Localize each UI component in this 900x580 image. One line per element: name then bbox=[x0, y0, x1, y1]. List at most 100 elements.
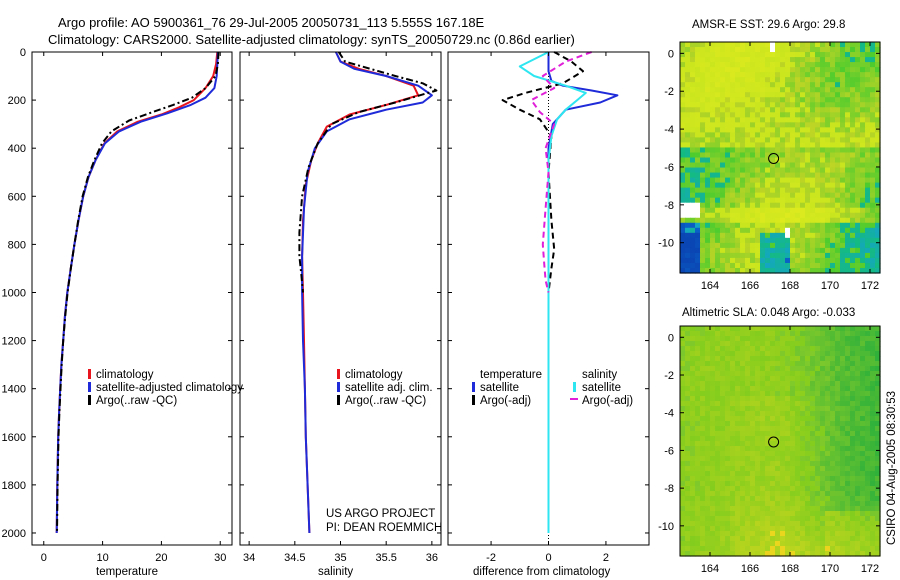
series-line-salinity-satellite bbox=[518, 51, 587, 533]
legend-label-satellite-adjusted: satellite-adjusted climatology bbox=[96, 382, 243, 394]
x-tick-label: 20 bbox=[155, 552, 167, 564]
map-y-tick-label: -2 bbox=[664, 86, 674, 98]
series-line-temperature-satellite bbox=[547, 52, 619, 533]
legend-swatch-sal-satellite-diff bbox=[573, 382, 576, 392]
salinity-legend: climatology satellite adj. clim. Argo(..… bbox=[337, 369, 433, 407]
temperature-axes bbox=[31, 51, 233, 546]
legend-swatch-sal-satellite bbox=[337, 382, 340, 392]
series-line-argo-raw-qc- bbox=[298, 51, 438, 293]
sla-argo-marker bbox=[768, 436, 780, 448]
legend-swatch-argo bbox=[88, 395, 91, 405]
legend-label-sal-satellite-diff: satellite bbox=[582, 382, 621, 394]
x-tick-label: 0 bbox=[545, 552, 551, 564]
legend-header-salinity: salinity bbox=[582, 369, 617, 381]
map-y-tick-label: -4 bbox=[664, 408, 674, 420]
legend-label-argo: Argo(..raw -QC) bbox=[96, 395, 177, 407]
difference-xlabel: difference from climatology bbox=[473, 566, 610, 578]
annotation-project: US ARGO PROJECT bbox=[326, 508, 435, 520]
depth-tick-label: 1400 bbox=[2, 384, 26, 396]
legend-swatch-sal-climatology bbox=[337, 369, 340, 379]
map-x-tick-label: 164 bbox=[701, 280, 719, 292]
series-line-temperature-argo-adj- bbox=[501, 51, 584, 305]
temperature-legend: climatology satellite-adjusted climatolo… bbox=[88, 369, 243, 407]
legend-swatch-climatology bbox=[88, 369, 91, 379]
x-tick-label: 0 bbox=[41, 552, 47, 564]
map-x-tick-label: 164 bbox=[701, 563, 719, 575]
sst-argo-marker bbox=[768, 153, 780, 164]
temperature-xlabel: temperature bbox=[96, 566, 158, 578]
depth-tick-label: 1000 bbox=[2, 287, 26, 299]
x-tick-label: 34 bbox=[243, 552, 255, 564]
sst-map-panel: AMSR-E SST: 29.6 Argo: 29.8 164 166 168 170… bbox=[658, 19, 881, 292]
temperature-ticks: 0 10 20 30 bbox=[32, 51, 232, 564]
depth-tick-label: 2000 bbox=[2, 528, 26, 540]
map-y-tick-label: -8 bbox=[664, 200, 674, 212]
series-line-salinity-argo-adj- bbox=[530, 51, 592, 293]
sst-map-image bbox=[680, 42, 881, 274]
x-tick-label: 30 bbox=[214, 552, 226, 564]
depth-tick-label: 400 bbox=[8, 143, 26, 155]
legend-swatch-sal-argo bbox=[337, 395, 340, 405]
temperature-lines bbox=[55, 51, 220, 534]
depth-tick-label: 1200 bbox=[2, 336, 26, 348]
x-tick-label: 35.5 bbox=[375, 552, 396, 564]
title-line-1: Argo profile: AO 5900361_76 29-Jul-2005 … bbox=[58, 15, 485, 30]
salinity-panel: 34 34.5 35 35.5 36 salinity climatology sate… bbox=[239, 51, 442, 578]
map-y-tick-label: 0 bbox=[668, 48, 674, 60]
sst-map-axes bbox=[679, 41, 881, 274]
x-tick-label: -2 bbox=[486, 552, 496, 564]
sla-map-ticks: 164 166 168 170 172 0 -2 -4 -6 -8 -10 bbox=[658, 326, 880, 575]
difference-panel: -2 0 2 difference from climatology tempera… bbox=[447, 51, 650, 578]
x-tick-label: 10 bbox=[96, 552, 108, 564]
x-tick-label: 35 bbox=[334, 552, 346, 564]
title-line-2: Climatology: CARS2000. Satellite-adjuste… bbox=[48, 32, 575, 47]
series-line-satellite-adj-clim- bbox=[301, 51, 433, 534]
legend-swatch-temp-argo bbox=[472, 395, 475, 405]
map-x-tick-label: 168 bbox=[781, 563, 799, 575]
map-y-tick-label: -6 bbox=[664, 445, 674, 457]
difference-ticks: -2 0 2 bbox=[448, 51, 649, 564]
sla-map-image bbox=[680, 326, 881, 557]
legend-header-temperature: temperature bbox=[480, 369, 542, 381]
legend-label-sal-climatology: climatology bbox=[345, 369, 403, 381]
legend-label-temp-satellite: satellite bbox=[480, 382, 519, 394]
depth-tick-label: 800 bbox=[8, 239, 26, 251]
sla-map-axes bbox=[679, 325, 881, 557]
depth-tick-label: 1600 bbox=[2, 432, 26, 444]
depth-tick-label: 200 bbox=[8, 95, 26, 107]
sst-map-ticks: 164 166 168 170 172 0 -2 -4 -6 -8 -10 bbox=[658, 42, 880, 292]
legend-label-climatology: climatology bbox=[96, 369, 154, 381]
map-x-tick-label: 172 bbox=[861, 563, 879, 575]
difference-legend: temperature salinity satellite Argo(-adj… bbox=[472, 369, 633, 407]
map-x-tick-label: 166 bbox=[741, 280, 759, 292]
salinity-axes bbox=[239, 51, 442, 546]
map-y-tick-label: -4 bbox=[664, 124, 674, 136]
legend-swatch-satellite-adjusted bbox=[88, 382, 91, 392]
map-y-tick-label: -2 bbox=[664, 370, 674, 382]
x-tick-label: 2 bbox=[603, 552, 609, 564]
difference-axes bbox=[447, 51, 650, 546]
depth-tick-labels: 0 200 400 600 800 1000 1200 1400 1600 1800 2000 bbox=[2, 47, 26, 540]
series-line-argo-raw-qc- bbox=[56, 51, 220, 534]
legend-swatch-temp-satellite bbox=[472, 382, 475, 392]
temperature-panel: 0 10 20 30 temperature climatology satellit… bbox=[31, 51, 243, 578]
sla-map-panel: Altimetric SLA: 0.048 Argo: -0.033 164 16… bbox=[658, 307, 881, 575]
legend-label-sal-argo-diff: Argo(-adj) bbox=[582, 395, 633, 407]
map-y-tick-label: -10 bbox=[658, 521, 674, 533]
map-y-tick-label: -8 bbox=[664, 483, 674, 495]
difference-lines bbox=[501, 51, 619, 533]
sla-map-title: Altimetric SLA: 0.048 Argo: -0.033 bbox=[682, 307, 855, 319]
legend-label-temp-argo: Argo(-adj) bbox=[480, 395, 531, 407]
salinity-lines bbox=[298, 51, 438, 534]
salinity-ticks: 34 34.5 35 35.5 36 bbox=[240, 51, 441, 564]
map-y-tick-label: 0 bbox=[668, 332, 674, 344]
sst-map-title: AMSR-E SST: 29.6 Argo: 29.8 bbox=[692, 19, 845, 31]
salinity-xlabel: salinity bbox=[318, 566, 353, 578]
map-x-tick-label: 170 bbox=[821, 280, 839, 292]
legend-label-sal-argo: Argo(..raw -QC) bbox=[345, 395, 426, 407]
map-y-tick-label: -10 bbox=[658, 238, 674, 250]
legend-label-sal-satellite: satellite adj. clim. bbox=[345, 382, 433, 394]
depth-tick-label: 1800 bbox=[2, 480, 26, 492]
x-tick-label: 34.5 bbox=[284, 552, 305, 564]
